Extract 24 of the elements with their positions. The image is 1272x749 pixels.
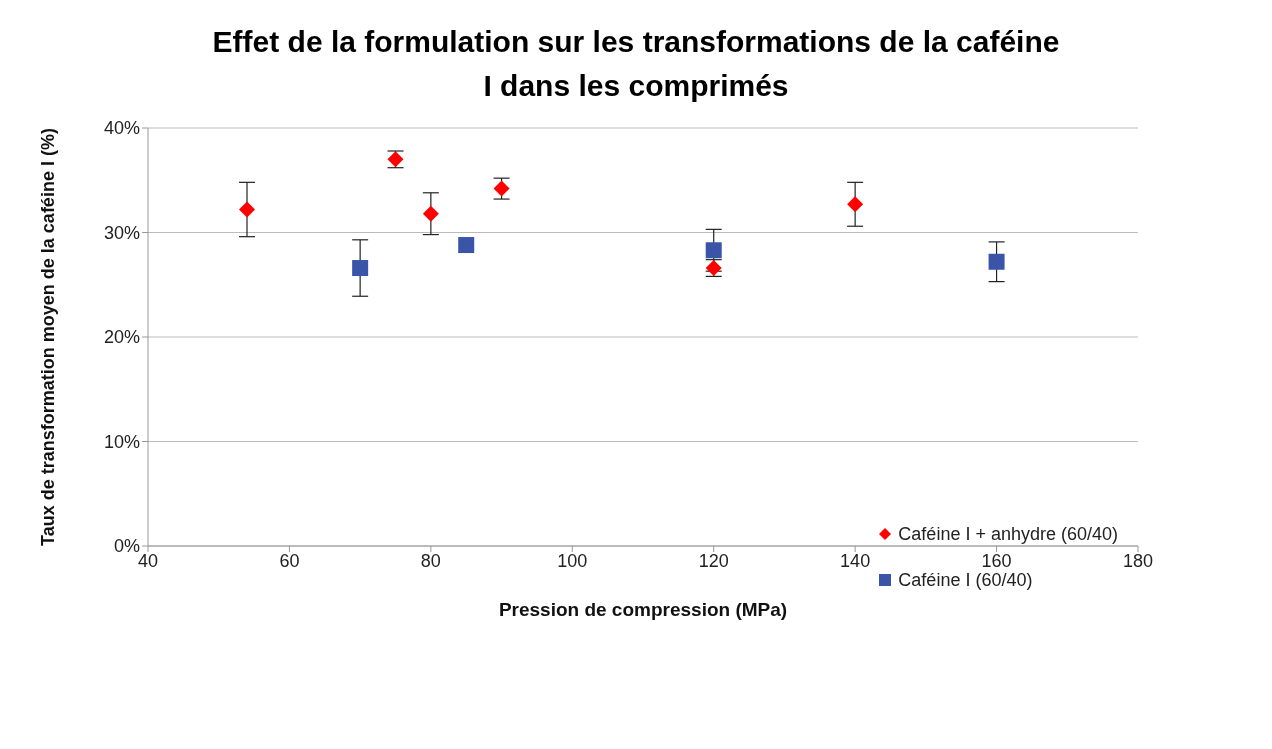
y-axis-title: Taux de transformation moyen de la caféine I (%) (38, 128, 59, 546)
chart-title: Effet de la formulation sur les transformations de la caféine I dans les comprimés (211, 24, 1061, 104)
y-tick-label: 10% (103, 431, 140, 452)
x-tick-label: 100 (557, 550, 588, 571)
x-tick-label: 160 (981, 550, 1012, 571)
point (458, 237, 475, 254)
y-tick-label: 40% (103, 118, 140, 139)
x-tick-label: 60 (279, 550, 300, 571)
x-tick-label: 120 (698, 550, 729, 571)
point (422, 205, 439, 222)
x-axis-title: Pression de compression (MPa) (498, 599, 788, 620)
y-tick-label: 20% (103, 327, 140, 348)
point (705, 242, 722, 259)
point (352, 260, 369, 277)
x-tick-label: 140 (840, 550, 871, 571)
point (239, 201, 255, 218)
y-tick-label: 30% (103, 222, 140, 243)
x-tick-label: 180 (1122, 550, 1154, 571)
point (988, 253, 1005, 270)
legend-label: Caféine I (60/40) (898, 569, 1033, 592)
legend-label: Caféine I + anhydre (60/40) (898, 523, 1118, 546)
x-tick-label: 80 (420, 550, 441, 571)
point (847, 196, 864, 213)
y-tick-label: 0% (113, 536, 140, 557)
